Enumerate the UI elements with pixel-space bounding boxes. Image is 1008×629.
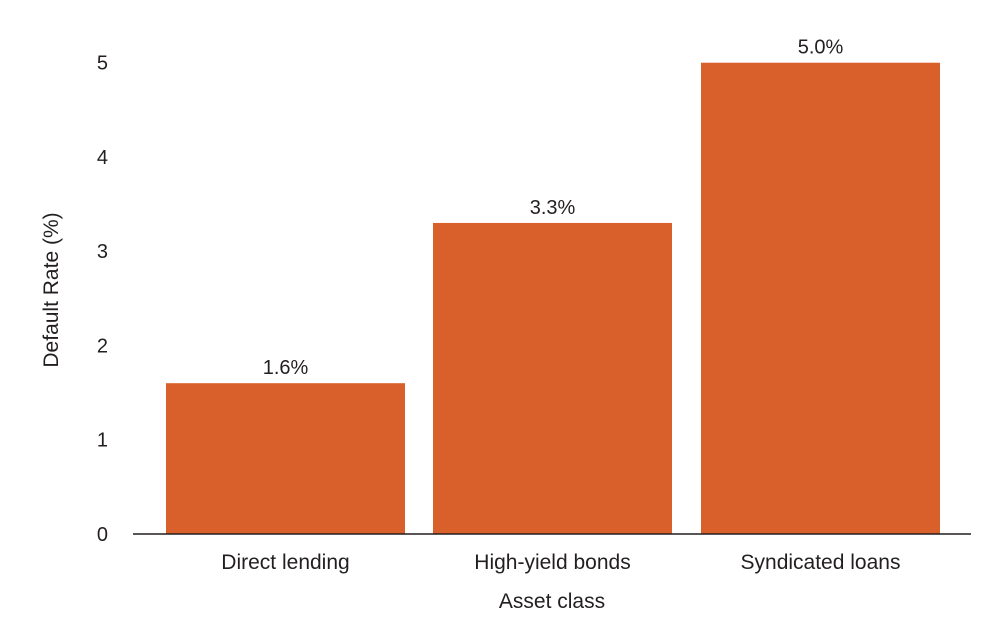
x-axis-category-labels: Direct lending High-yield bonds Syndicated… <box>221 551 900 574</box>
data-labels: 1.6% 3.3% 5.0% <box>263 37 844 379</box>
y-tick-label: 3 <box>97 241 108 263</box>
bar <box>701 62 940 535</box>
x-tick-label: Syndicated loans <box>741 551 901 574</box>
bars <box>166 62 940 535</box>
bar-value-label: 3.3% <box>530 197 576 219</box>
bar <box>166 383 405 534</box>
y-tick-label: 2 <box>97 335 108 357</box>
x-tick-label: Direct lending <box>221 551 349 574</box>
bar-value-label: 1.6% <box>263 357 309 379</box>
x-tick-label: High-yield bonds <box>474 551 630 574</box>
bar-value-label: 5.0% <box>798 37 844 59</box>
y-axis-ticks: 0 1 2 3 4 5 <box>97 53 108 546</box>
y-tick-label: 5 <box>97 53 108 75</box>
bar <box>433 222 672 534</box>
y-tick-label: 4 <box>97 147 108 169</box>
y-axis-title: Default Rate (%) <box>40 212 63 367</box>
y-tick-label: 0 <box>97 524 108 546</box>
y-tick-label: 1 <box>97 430 108 452</box>
x-axis-title: Asset class <box>499 590 605 613</box>
